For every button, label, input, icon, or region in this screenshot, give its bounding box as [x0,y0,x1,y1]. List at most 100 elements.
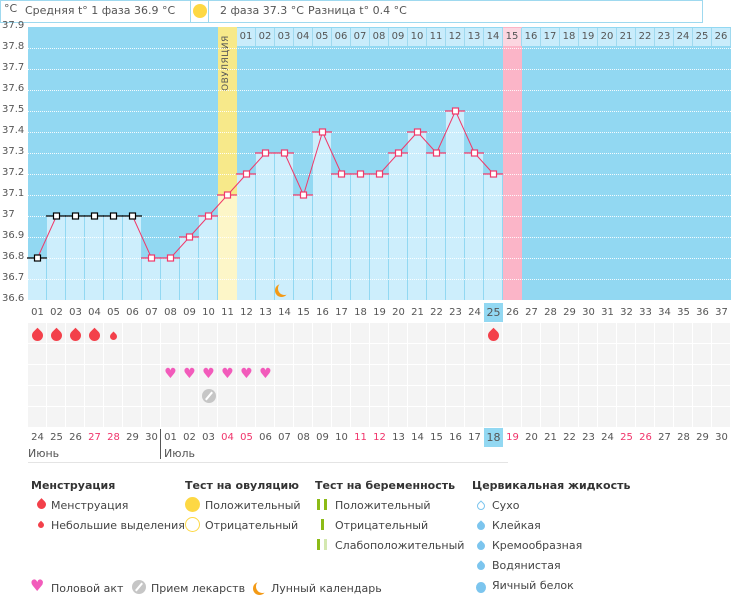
calendar-date[interactable]: 25 [50,432,63,443]
symptom-cell[interactable] [560,365,578,385]
symptom-cell[interactable] [598,386,616,406]
symptom-cell[interactable] [123,407,141,427]
calendar-date[interactable]: 27 [88,432,101,443]
symptom-cell[interactable] [237,365,255,385]
symptom-cell[interactable] [256,407,274,427]
symptom-cell[interactable] [636,365,654,385]
cycle-day-number[interactable]: 08 [164,307,177,318]
symptom-cell[interactable] [655,323,673,343]
calendar-date[interactable]: 06 [259,432,272,443]
calendar-date[interactable]: 26 [69,432,82,443]
calendar-date[interactable]: 26 [639,432,652,443]
temperature-point[interactable] [52,212,61,220]
symptom-cell[interactable] [408,386,426,406]
symptom-cell[interactable] [484,365,502,385]
cycle-day-number[interactable]: 17 [335,307,348,318]
symptom-cell[interactable] [655,344,673,364]
temperature-point[interactable] [318,128,327,136]
symptom-cell[interactable] [427,344,445,364]
symptom-cell[interactable] [484,407,502,427]
symptom-cell[interactable] [617,407,635,427]
symptom-cell[interactable] [47,344,65,364]
symptom-cell[interactable] [66,344,84,364]
symptom-cell[interactable] [275,344,293,364]
symptom-cell[interactable] [237,344,255,364]
symptom-cell[interactable] [199,365,217,385]
cycle-day-number[interactable]: 20 [392,307,405,318]
symptom-cell[interactable] [123,386,141,406]
calendar-date[interactable]: 14 [411,432,424,443]
calendar-date[interactable]: 23 [582,432,595,443]
symptom-cell[interactable] [218,323,236,343]
symptom-cell[interactable] [313,365,331,385]
temperature-point[interactable] [394,149,403,157]
symptom-cell[interactable] [142,386,160,406]
symptom-cell[interactable] [180,407,198,427]
calendar-date[interactable]: 29 [126,432,139,443]
symptom-cell[interactable] [218,365,236,385]
symptom-cell[interactable] [275,365,293,385]
symptom-cell[interactable] [66,365,84,385]
symptom-cell[interactable] [655,386,673,406]
symptom-cell[interactable] [712,344,730,364]
symptom-cell[interactable] [712,365,730,385]
symptom-cell[interactable] [123,344,141,364]
symptom-cell[interactable] [674,323,692,343]
symptom-cell[interactable] [446,407,464,427]
temperature-point[interactable] [432,149,441,157]
temperature-point[interactable] [185,233,194,241]
symptom-cell[interactable] [256,386,274,406]
symptom-cell[interactable] [617,386,635,406]
symptom-cell[interactable] [389,386,407,406]
symptom-cell[interactable] [142,323,160,343]
symptom-cell[interactable] [28,407,46,427]
cycle-day-number[interactable]: 10 [202,307,215,318]
symptom-cell[interactable] [674,386,692,406]
symptom-cell[interactable] [123,323,141,343]
symptom-cell[interactable] [522,344,540,364]
symptom-cell[interactable] [636,386,654,406]
symptom-cell[interactable] [408,407,426,427]
symptom-cell[interactable] [541,344,559,364]
calendar-date[interactable]: 20 [525,432,538,443]
symptom-cell[interactable] [712,386,730,406]
calendar-date[interactable]: 21 [544,432,557,443]
cycle-day-number[interactable]: 02 [50,307,63,318]
cycle-day-number[interactable]: 09 [183,307,196,318]
temperature-point[interactable] [147,254,156,262]
symptom-cell[interactable] [123,365,141,385]
symptom-cell[interactable] [332,323,350,343]
symptom-cell[interactable] [541,386,559,406]
symptom-cell[interactable] [161,323,179,343]
symptom-cell[interactable] [446,323,464,343]
cycle-day-number[interactable]: 33 [639,307,652,318]
temperature-point[interactable] [71,212,80,220]
symptom-cell[interactable] [389,365,407,385]
cycle-day-number[interactable]: 29 [563,307,576,318]
temperature-point[interactable] [375,170,384,178]
cycle-day-number[interactable]: 12 [240,307,253,318]
symptom-cell[interactable] [598,344,616,364]
cycle-day-number[interactable]: 28 [544,307,557,318]
symptom-cell[interactable] [465,365,483,385]
symptom-cell[interactable] [408,323,426,343]
symptom-cell[interactable] [332,407,350,427]
cycle-day-number[interactable]: 13 [259,307,272,318]
symptom-cell[interactable] [332,386,350,406]
calendar-date[interactable]: 27 [658,432,671,443]
symptom-cell[interactable] [465,407,483,427]
symptom-cell[interactable] [522,407,540,427]
symptom-cell[interactable] [47,386,65,406]
cycle-day-number[interactable]: 34 [658,307,671,318]
calendar-date[interactable]: 30 [145,432,158,443]
cycle-day-number[interactable]: 37 [715,307,728,318]
temperature-point[interactable] [356,170,365,178]
symptom-cell[interactable] [560,344,578,364]
temperature-point[interactable] [223,191,232,199]
calendar-date[interactable]: 29 [696,432,709,443]
calendar-date[interactable]: 22 [563,432,576,443]
calendar-date[interactable]: 07 [278,432,291,443]
cycle-day-number[interactable]: 31 [601,307,614,318]
symptom-cell[interactable] [370,323,388,343]
calendar-date[interactable]: 10 [335,432,348,443]
